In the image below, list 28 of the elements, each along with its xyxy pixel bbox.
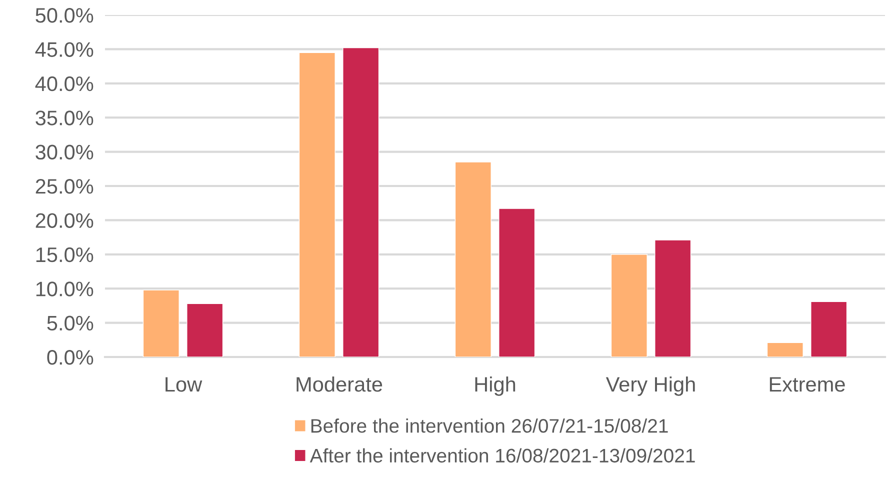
bar [454, 162, 492, 357]
bar [810, 301, 848, 357]
y-tick-label: 30.0% [36, 144, 94, 160]
x-tick-label: Extreme [770, 377, 845, 392]
y-tick-label: 5.0% [47, 316, 94, 331]
y-tick-label: 20.0% [36, 213, 94, 228]
y-tick-label: 15.0% [36, 247, 94, 262]
bar [342, 47, 380, 357]
bar [498, 208, 536, 357]
bar [298, 52, 336, 357]
legend-label: After the intervention 16/08/2021-13/09/2021 [310, 448, 695, 463]
y-tick-label: 35.0% [36, 110, 94, 126]
x-tick-label: Low [166, 377, 202, 392]
bar [186, 303, 224, 357]
x-tick-label: Moderate [296, 376, 382, 392]
bar [654, 240, 692, 357]
y-tick-label: 40.0% [35, 76, 94, 92]
bar [610, 254, 648, 357]
x-tick-label: High [475, 376, 516, 396]
y-tick-label: 45.0% [35, 42, 94, 57]
x-tick-label: Very High [606, 376, 695, 396]
y-tick-label: 10.0% [36, 282, 94, 296]
y-tick-label: 25.0% [36, 179, 94, 194]
y-tick-label: 0.0% [47, 350, 94, 365]
y-tick-label: 50.0% [36, 8, 94, 23]
bar [766, 342, 804, 357]
bar [142, 290, 180, 357]
legend-label: Before the intervention 26/07/21-15/08/21 [311, 418, 668, 433]
